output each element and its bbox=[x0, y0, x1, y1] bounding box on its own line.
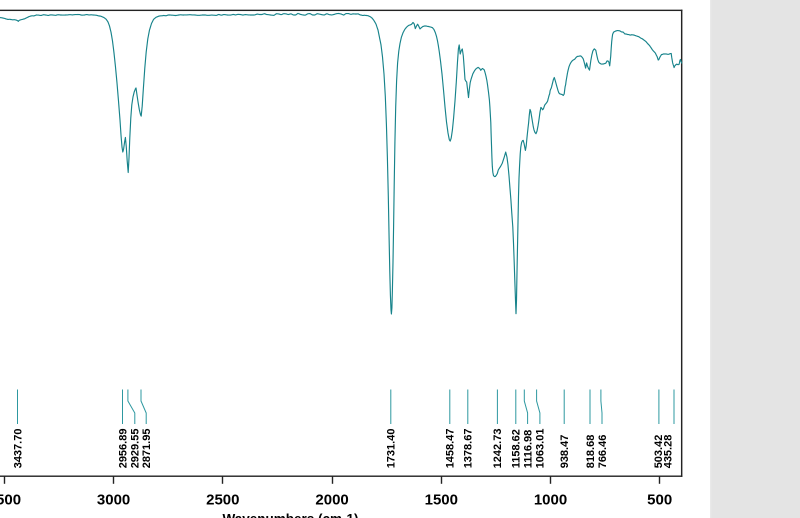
svg-text:3000: 3000 bbox=[97, 492, 130, 509]
svg-text:2000: 2000 bbox=[315, 492, 348, 509]
svg-text:2871.95: 2871.95 bbox=[141, 429, 153, 469]
svg-text:435.28: 435.28 bbox=[662, 435, 674, 469]
svg-text:1731.40: 1731.40 bbox=[386, 429, 398, 469]
svg-text:1063.01: 1063.01 bbox=[535, 429, 547, 469]
svg-text:1242.73: 1242.73 bbox=[492, 429, 504, 469]
svg-text:Wavenumbers (cm-1): Wavenumbers (cm-1) bbox=[223, 512, 359, 518]
svg-text:1500: 1500 bbox=[425, 492, 458, 509]
svg-text:1158.62: 1158.62 bbox=[511, 429, 523, 468]
svg-text:1378.67: 1378.67 bbox=[463, 429, 475, 469]
svg-text:766.46: 766.46 bbox=[597, 435, 609, 469]
svg-text:500: 500 bbox=[647, 492, 672, 509]
svg-text:818.68: 818.68 bbox=[585, 435, 597, 469]
svg-text:503.42: 503.42 bbox=[653, 435, 665, 469]
svg-text:2929.55: 2929.55 bbox=[130, 429, 142, 469]
svg-text:2500: 2500 bbox=[206, 492, 239, 509]
svg-text:3500: 3500 bbox=[0, 492, 21, 509]
svg-text:938.47: 938.47 bbox=[559, 435, 571, 469]
svg-text:2956.89: 2956.89 bbox=[117, 429, 129, 469]
svg-text:1000: 1000 bbox=[534, 492, 567, 509]
svg-text:1458.47: 1458.47 bbox=[445, 429, 457, 469]
svg-text:1116.98: 1116.98 bbox=[522, 430, 534, 469]
svg-text:3437.70: 3437.70 bbox=[12, 429, 24, 469]
